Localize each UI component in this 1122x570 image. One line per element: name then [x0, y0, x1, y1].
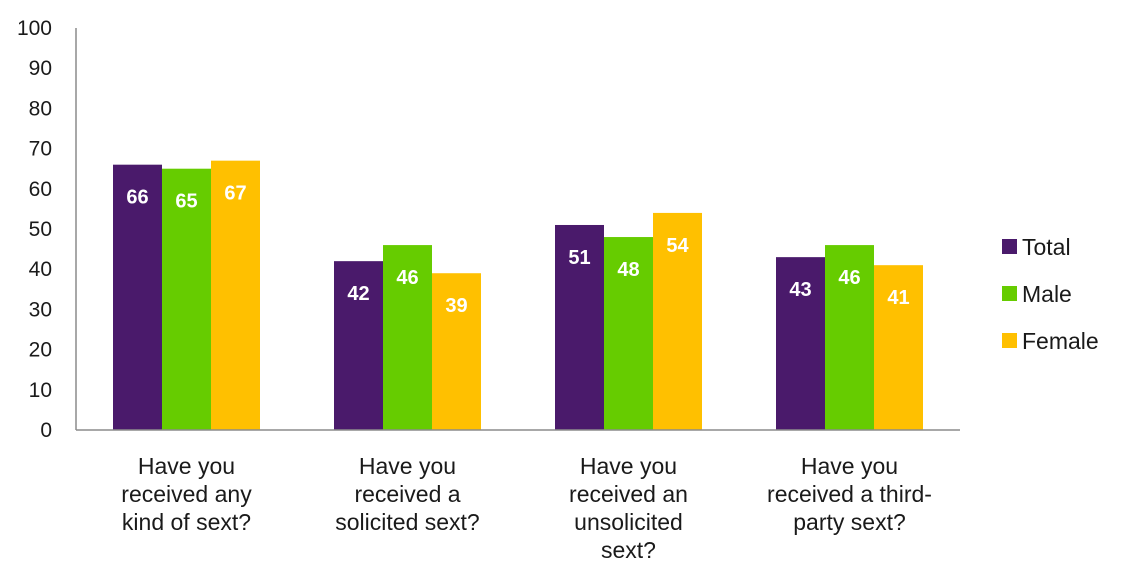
data-label: 65 [175, 191, 197, 213]
data-label: 66 [126, 187, 148, 209]
bar-total-1 [113, 164, 162, 430]
x-category-label: Have you received an unsolicited sext? [569, 453, 688, 563]
bar-female-1 [211, 160, 260, 430]
x-category-label: Have you received a third-party sext? [767, 453, 932, 535]
legend: Total Male Female [1002, 234, 1099, 354]
y-tick-label: 0 [40, 419, 52, 442]
bar-total-2 [334, 261, 383, 430]
bar-total-3 [555, 224, 604, 430]
data-label: 39 [445, 295, 467, 317]
data-label: 54 [666, 235, 689, 257]
y-tick-label: 60 [29, 178, 52, 201]
bar-female-4 [874, 265, 923, 430]
legend-swatch-total [1002, 239, 1017, 254]
data-labels: 66 65 67 42 46 39 51 48 54 43 46 41 [126, 183, 909, 318]
y-tick-label: 100 [17, 17, 52, 40]
legend-swatch-female [1002, 333, 1017, 348]
legend-label-female: Female [1022, 328, 1099, 354]
y-tick-label: 10 [29, 379, 52, 402]
y-tick-label: 80 [29, 97, 52, 120]
legend-label-total: Total [1022, 234, 1071, 260]
bar-total-4 [776, 257, 825, 430]
bar-male-2 [383, 245, 432, 430]
y-tick-label: 20 [29, 339, 52, 362]
data-label: 46 [838, 267, 860, 289]
bar-female-3 [653, 212, 702, 430]
y-tick-label: 70 [29, 138, 52, 161]
data-label: 43 [789, 279, 811, 301]
bar-male-3 [604, 237, 653, 430]
data-label: 46 [396, 267, 418, 289]
y-tick-label: 50 [29, 218, 52, 241]
legend-swatch-male [1002, 286, 1017, 301]
bar-male-1 [162, 168, 211, 430]
data-label: 48 [617, 259, 639, 281]
y-tick-label: 90 [29, 57, 52, 80]
bar-female-2 [432, 273, 481, 430]
data-label: 42 [347, 283, 369, 305]
data-label: 67 [224, 183, 246, 205]
data-label: 51 [568, 247, 590, 269]
x-category-label: Have you received any kind of sext? [121, 453, 252, 535]
bars [113, 160, 923, 430]
data-label: 41 [887, 287, 909, 309]
x-category-label: Have you received a solicited sext? [335, 453, 479, 535]
y-axis: 0 10 20 30 40 50 60 70 80 90 100 [17, 17, 77, 442]
x-axis: Have you received any kind of sext? Have yo… [76, 429, 960, 563]
y-tick-label: 30 [29, 298, 52, 321]
bar-male-4 [825, 245, 874, 430]
y-tick-label: 40 [29, 258, 52, 281]
legend-label-male: Male [1022, 281, 1072, 307]
